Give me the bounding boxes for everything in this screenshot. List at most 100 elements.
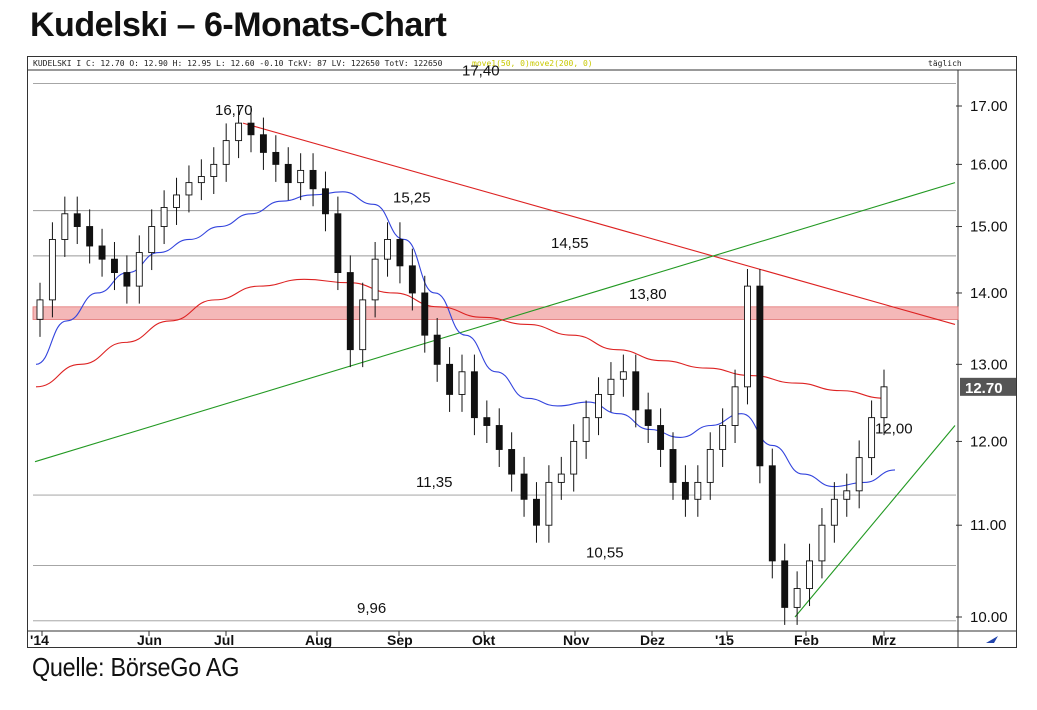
ma-line-1 [35, 278, 886, 399]
candle-body [781, 560, 789, 608]
candle-body [173, 194, 180, 208]
ma-line-0 [35, 191, 896, 488]
y-tick-label: 16.00 [970, 156, 1008, 173]
candle-body [148, 226, 156, 254]
candle-body [123, 272, 131, 287]
candle-body [284, 163, 292, 184]
trendline-0 [242, 122, 956, 325]
candle-body [793, 588, 801, 608]
source-caption: Quelle: BörseGo AG [32, 652, 240, 682]
candle-body [533, 498, 540, 526]
level-label: 11,35 [416, 474, 452, 491]
level-label: 10,55 [586, 544, 624, 561]
candle-body [495, 425, 503, 450]
candle-body [197, 176, 205, 184]
candle-body [359, 299, 367, 351]
level-label: 14,55 [551, 235, 589, 252]
candle-body [98, 245, 106, 260]
candle-body [433, 334, 441, 365]
candle-body [719, 425, 727, 450]
candle-body [756, 285, 764, 467]
candle-body [520, 473, 528, 500]
candle-body [458, 371, 466, 395]
chart-svg: KUDELSKI I C: 12.70 O: 12.90 H: 12.95 L:… [28, 59, 1016, 648]
level-label: 12,00 [875, 420, 913, 437]
candle-body [830, 498, 838, 526]
header-info: KUDELSKI I C: 12.70 O: 12.90 H: 12.95 L:… [33, 59, 443, 68]
x-tick-label: Dez [640, 632, 665, 648]
last-price-label: 12.70 [965, 380, 1003, 397]
candle-body [483, 417, 491, 426]
candle-body [657, 425, 665, 450]
x-tick-label: '14 [30, 632, 49, 648]
candle-body [595, 393, 602, 419]
candle-body [843, 490, 851, 500]
candle-body [36, 299, 44, 320]
y-tick-label: 17.00 [970, 98, 1008, 115]
y-tick-label: 14.00 [970, 285, 1008, 302]
x-tick-label: Okt [472, 632, 496, 648]
last-price-box [960, 377, 1016, 396]
candle-body [48, 239, 56, 301]
x-tick-label: '15 [715, 632, 734, 648]
candle-body [235, 122, 243, 142]
candle-body [421, 292, 429, 336]
candle-body [384, 239, 391, 260]
candle-body [570, 440, 578, 475]
candle-body [160, 207, 168, 227]
candle-body [247, 122, 255, 136]
candle-body [396, 239, 404, 267]
candle-body [582, 417, 590, 442]
candle-body [880, 386, 888, 419]
candle-body [644, 409, 652, 426]
scroll-arrow-icon [986, 636, 998, 643]
candle-body [681, 481, 689, 500]
candle-body [744, 285, 751, 388]
candle-body [86, 226, 94, 247]
interval-label: täglich [928, 59, 962, 68]
candle-body [446, 363, 454, 395]
candle-body [222, 140, 230, 165]
candle-body [111, 258, 118, 274]
candle-body [619, 371, 627, 380]
candle-body [334, 213, 342, 274]
candle-body [346, 272, 354, 351]
y-tick-label: 11.00 [970, 517, 1006, 534]
trendline-1 [34, 182, 956, 463]
chart-title: Kudelski – 6-Monats-Chart [30, 6, 447, 44]
candle-body [855, 457, 863, 492]
level-label: 15,25 [393, 190, 431, 207]
level-label: 16,70 [215, 102, 253, 119]
x-tick-label: Jul [214, 632, 234, 648]
candle-body [508, 449, 516, 475]
candle-body [210, 163, 218, 177]
candle-body [135, 252, 143, 287]
candle-body [818, 524, 826, 562]
candle-body [706, 449, 714, 483]
x-tick-label: Sep [387, 632, 413, 648]
y-tick-label: 12.00 [970, 433, 1008, 450]
x-tick-label: Mrz [872, 632, 896, 648]
candle-body [806, 560, 813, 589]
candle-body [408, 265, 416, 294]
candle-body [259, 134, 267, 153]
x-tick-label: Aug [305, 632, 332, 648]
candle-body [73, 213, 81, 227]
resistance-zone [32, 306, 959, 320]
candle-body [669, 449, 677, 483]
x-tick-label: Feb [794, 632, 819, 648]
ma200-legend: move2(200, 0) [530, 59, 593, 68]
candle-body [297, 169, 305, 184]
level-label: 9,96 [357, 600, 386, 617]
candle-body [731, 386, 739, 426]
y-tick-label: 15.00 [970, 219, 1008, 236]
candle-body [694, 481, 702, 500]
candle-body [272, 151, 280, 165]
candle-body [371, 258, 379, 301]
level-label: 13,80 [629, 286, 667, 303]
candle-body [545, 481, 553, 526]
candle-body [632, 371, 640, 411]
candle-body [768, 465, 776, 562]
candle-body [868, 417, 876, 459]
level-label: 17,40 [462, 63, 500, 80]
